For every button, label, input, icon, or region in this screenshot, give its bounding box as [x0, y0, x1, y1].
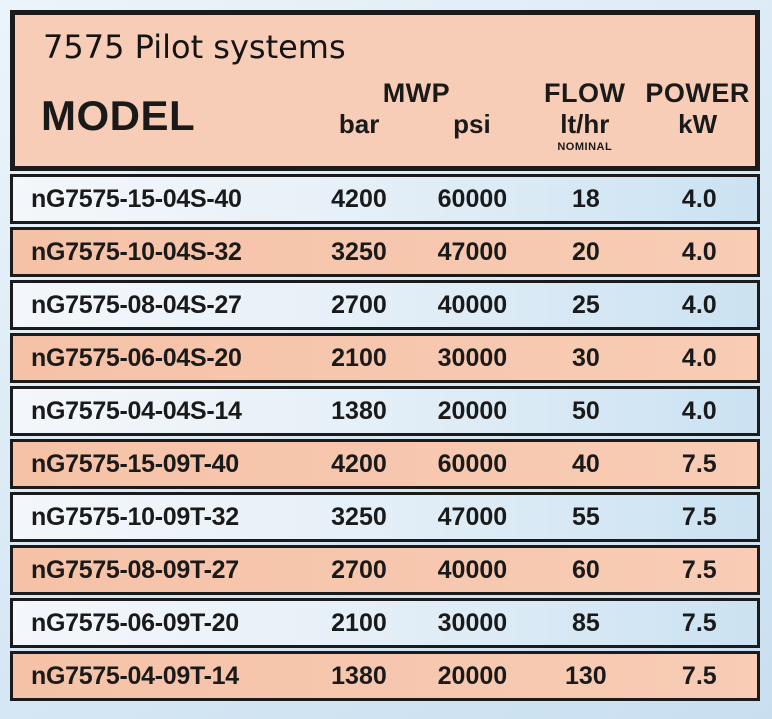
- mwp-bar-cell: 2700: [331, 290, 387, 319]
- mwp-bar-cell: 4200: [331, 184, 387, 213]
- model-cell: nG7575-04-09T-14: [31, 661, 239, 690]
- power-cell: 4.0: [681, 396, 717, 425]
- mwp-psi-cell: 20000: [437, 661, 508, 690]
- table-row: nG7575-04-04S-14 1380 20000 50 4.0: [10, 386, 760, 436]
- mwp-bar-cell: 4200: [331, 449, 387, 478]
- power-cell: 7.5: [681, 555, 717, 584]
- table-row: nG7575-10-04S-32 3250 47000 20 4.0: [10, 227, 760, 277]
- page-title: 7575 Pilot systems: [43, 28, 346, 66]
- mwp-psi-cell: 47000: [437, 237, 508, 266]
- mwp-psi-cell: 47000: [437, 502, 508, 531]
- table-row: nG7575-08-04S-27 2700 40000 25 4.0: [10, 280, 760, 330]
- mwp-label: MWP: [382, 78, 451, 108]
- flow-cell: 60: [571, 555, 600, 584]
- table-row: nG7575-04-09T-14 1380 20000 130 7.5: [10, 651, 760, 701]
- flow-cell: 18: [571, 184, 600, 213]
- mwp-bar-cell: 3250: [331, 237, 387, 266]
- table-row: nG7575-06-04S-20 2100 30000 30 4.0: [10, 333, 760, 383]
- flow-cell: 25: [571, 290, 600, 319]
- power-unit: kW: [678, 109, 718, 139]
- mwp-psi-cell: 40000: [437, 290, 508, 319]
- flow-cell: 55: [571, 502, 600, 531]
- table-row: nG7575-15-04S-40 4200 60000 18 4.0: [10, 174, 760, 224]
- mwp-bar-cell: 2100: [331, 343, 387, 372]
- table-body: nG7575-15-04S-40 4200 60000 18 4.0 nG757…: [0, 174, 772, 701]
- table-row: nG7575-06-09T-20 2100 30000 85 7.5: [10, 598, 760, 648]
- flow-nominal-note: NOMINAL: [557, 141, 613, 153]
- mwp-psi-cell: 60000: [437, 184, 508, 213]
- power-cell: 4.0: [681, 184, 717, 213]
- mwp-bar-cell: 2700: [331, 555, 387, 584]
- table-row: nG7575-15-09T-40 4200 60000 40 7.5: [10, 439, 760, 489]
- power-cell: 7.5: [681, 449, 717, 478]
- model-cell: nG7575-08-09T-27: [31, 555, 239, 584]
- model-cell: nG7575-15-09T-40: [31, 449, 239, 478]
- power-cell: 4.0: [681, 237, 717, 266]
- mwp-psi-cell: 40000: [437, 555, 508, 584]
- mwp-units: bar psi: [304, 109, 530, 139]
- mwp-psi-cell: 30000: [437, 608, 508, 637]
- power-cell: 7.5: [681, 608, 717, 637]
- power-cell: 7.5: [681, 661, 717, 690]
- column-header-flow: FLOW lt/hr NOMINAL: [529, 77, 640, 154]
- column-headers: MODEL MWP bar psi FLOW lt/hr NOMINAL POW…: [15, 77, 755, 154]
- model-cell: nG7575-10-04S-32: [31, 237, 242, 266]
- mwp-unit-psi: psi: [453, 109, 491, 139]
- column-header-model: MODEL: [41, 91, 196, 139]
- mwp-bar-cell: 1380: [331, 396, 387, 425]
- power-cell: 4.0: [681, 290, 717, 319]
- flow-label: FLOW: [544, 78, 626, 108]
- mwp-bar-cell: 2100: [331, 608, 387, 637]
- power-cell: 7.5: [681, 502, 717, 531]
- mwp-psi-cell: 30000: [437, 343, 508, 372]
- flow-cell: 20: [571, 237, 600, 266]
- mwp-bar-cell: 3250: [331, 502, 387, 531]
- mwp-psi-cell: 20000: [437, 396, 508, 425]
- flow-cell: 40: [571, 449, 600, 478]
- table-header-block: 7575 Pilot systems MODEL MWP bar psi FLO…: [10, 10, 760, 171]
- flow-cell: 130: [565, 661, 607, 690]
- power-cell: 4.0: [681, 343, 717, 372]
- flow-cell: 50: [571, 396, 600, 425]
- mwp-psi-cell: 60000: [437, 449, 508, 478]
- model-cell: nG7575-08-04S-27: [31, 290, 242, 319]
- mwp-unit-bar: bar: [338, 109, 380, 139]
- power-label: POWER: [645, 78, 750, 108]
- table-row: nG7575-08-09T-27 2700 40000 60 7.5: [10, 545, 760, 595]
- model-cell: nG7575-06-09T-20: [31, 608, 239, 637]
- flow-unit: lt/hr: [560, 109, 610, 139]
- model-cell: nG7575-15-04S-40: [31, 184, 242, 213]
- column-header-power: POWER kW: [640, 77, 755, 154]
- table-row: nG7575-10-09T-32 3250 47000 55 7.5: [10, 492, 760, 542]
- column-header-mwp: MWP bar psi: [304, 77, 530, 154]
- model-cell: nG7575-06-04S-20: [31, 343, 242, 372]
- flow-cell: 30: [571, 343, 600, 372]
- model-cell: nG7575-04-04S-14: [31, 396, 242, 425]
- model-cell: nG7575-10-09T-32: [31, 502, 239, 531]
- flow-cell: 85: [571, 608, 600, 637]
- mwp-bar-cell: 1380: [331, 661, 387, 690]
